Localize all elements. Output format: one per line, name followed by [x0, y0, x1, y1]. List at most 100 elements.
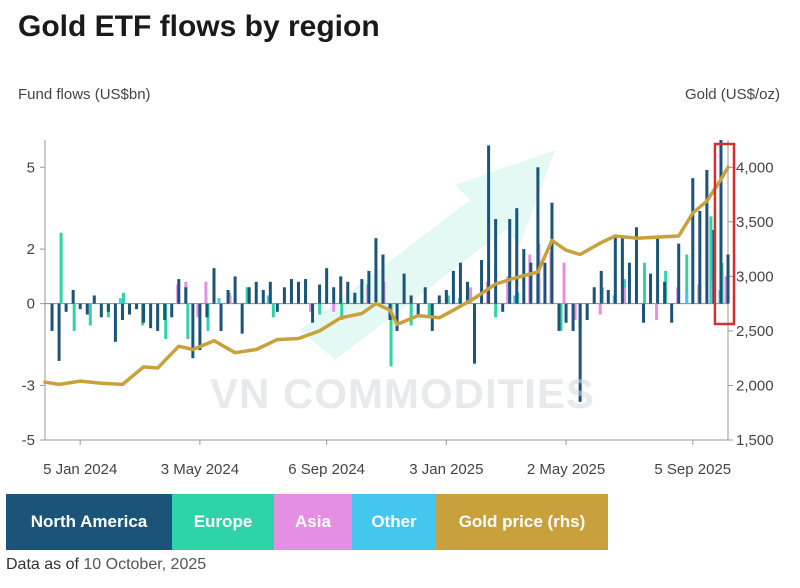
footer-date: 10 October, 2025	[83, 556, 207, 573]
bar-other	[513, 295, 517, 304]
bar-north-america	[613, 235, 617, 304]
bar-north-america	[205, 303, 209, 318]
bar-north-america	[663, 281, 667, 304]
bar-north-america	[550, 202, 554, 304]
legend-label: Gold price (rhs)	[458, 512, 586, 531]
bar-north-america	[346, 281, 350, 304]
bar-north-america	[233, 276, 237, 304]
chart-plot: 5 2 0 -3 -5 4,000 3,500 3,000 2,500 2,000 1,500 5 J…	[22, 140, 774, 478]
legend-label: Asia	[295, 512, 331, 531]
bar-north-america	[226, 290, 230, 304]
bar-north-america	[85, 303, 89, 315]
chart-title: Gold ETF flows by region	[18, 10, 380, 43]
x-tick-label: 6 Sep 2024	[288, 461, 365, 478]
x-tick-label: 3 May 2024	[161, 461, 239, 478]
bar-north-america	[656, 235, 660, 304]
bar-north-america	[620, 238, 624, 304]
bar-europe	[59, 232, 63, 304]
bar-north-america	[367, 270, 371, 304]
bar-north-america	[698, 210, 702, 304]
legend: North America Europe Asia Other Gold pri…	[6, 494, 608, 550]
bar-north-america	[289, 279, 293, 304]
y-right-tick-label: 4,000	[736, 159, 774, 176]
bar-north-america	[156, 303, 160, 331]
bar-europe	[318, 303, 322, 315]
bar-north-america	[50, 303, 54, 331]
bar-north-america	[465, 281, 469, 304]
bar-asia	[655, 303, 659, 320]
bar-north-america	[381, 254, 385, 304]
legend-other: Other	[352, 494, 436, 550]
bar-north-america	[649, 273, 653, 304]
bar-europe	[164, 303, 168, 340]
bar-asia	[562, 262, 566, 304]
bar-asia	[506, 276, 510, 304]
bar-asia	[228, 295, 232, 304]
bar-asia	[196, 303, 200, 318]
legend-europe: Europe	[172, 494, 274, 550]
bar-north-america	[120, 303, 124, 320]
right-axis-title: Gold (US$/oz)	[684, 86, 780, 103]
footer-note: Data as of 10 October, 2025	[6, 556, 206, 574]
bar-north-america	[113, 303, 117, 342]
bar-north-america	[296, 281, 300, 304]
bar-north-america	[402, 273, 406, 304]
bar-north-america	[57, 303, 61, 361]
bar-north-america	[240, 303, 244, 334]
bar-europe	[186, 303, 190, 340]
bar-north-america	[78, 303, 82, 310]
bar-asia	[332, 303, 336, 312]
bar-north-america	[473, 303, 477, 364]
y-right-tick-label: 3,000	[736, 268, 774, 285]
bar-europe	[643, 262, 647, 304]
bar-asia	[468, 287, 472, 304]
bar-europe	[427, 303, 431, 318]
bar-europe	[245, 287, 249, 304]
bar-north-america	[325, 268, 329, 304]
bar-asia	[622, 287, 626, 304]
bar-north-america	[719, 140, 723, 304]
bar-other	[118, 298, 122, 304]
bar-europe	[88, 303, 92, 326]
legend-label: Europe	[193, 512, 253, 531]
bar-north-america	[268, 281, 272, 304]
bar-asia	[573, 303, 577, 320]
bar-north-america	[184, 287, 188, 304]
bar-europe	[72, 303, 76, 331]
bar-north-america	[135, 303, 139, 310]
bar-north-america	[198, 303, 202, 350]
bar-north-america	[634, 227, 638, 304]
bar-north-america	[437, 295, 441, 304]
bar-europe	[340, 303, 344, 320]
legend-north-america: North America	[6, 494, 172, 550]
bar-north-america	[318, 284, 322, 304]
bar-north-america	[360, 279, 364, 304]
bar-north-america	[592, 287, 596, 304]
y-right-tick-label: 3,500	[736, 214, 774, 231]
bar-other	[217, 298, 221, 304]
bar-other	[266, 295, 270, 304]
bar-asia	[309, 303, 313, 312]
bar-north-america	[127, 303, 131, 315]
bar-north-america	[149, 303, 153, 329]
bar-north-america	[191, 303, 195, 359]
watermark-arrow-icon	[300, 150, 555, 360]
bar-europe	[446, 295, 450, 304]
bar-north-america	[275, 303, 279, 312]
bar-north-america	[71, 290, 75, 304]
bar-north-america	[677, 243, 681, 304]
legend-asia: Asia	[274, 494, 352, 550]
bar-asia	[598, 303, 602, 315]
bar-north-america	[627, 262, 631, 304]
left-axis-title: Fund flows (US$bn)	[18, 86, 151, 103]
bar-north-america	[106, 303, 110, 312]
bar-north-america	[212, 268, 216, 304]
bar-north-america	[142, 303, 146, 323]
bar-europe	[709, 216, 713, 304]
highlight-box	[713, 142, 736, 326]
bar-north-america	[416, 303, 420, 315]
bar-north-america	[304, 279, 308, 304]
bar-north-america	[515, 208, 519, 304]
bar-asia	[204, 281, 208, 304]
bar-north-america	[642, 303, 646, 323]
